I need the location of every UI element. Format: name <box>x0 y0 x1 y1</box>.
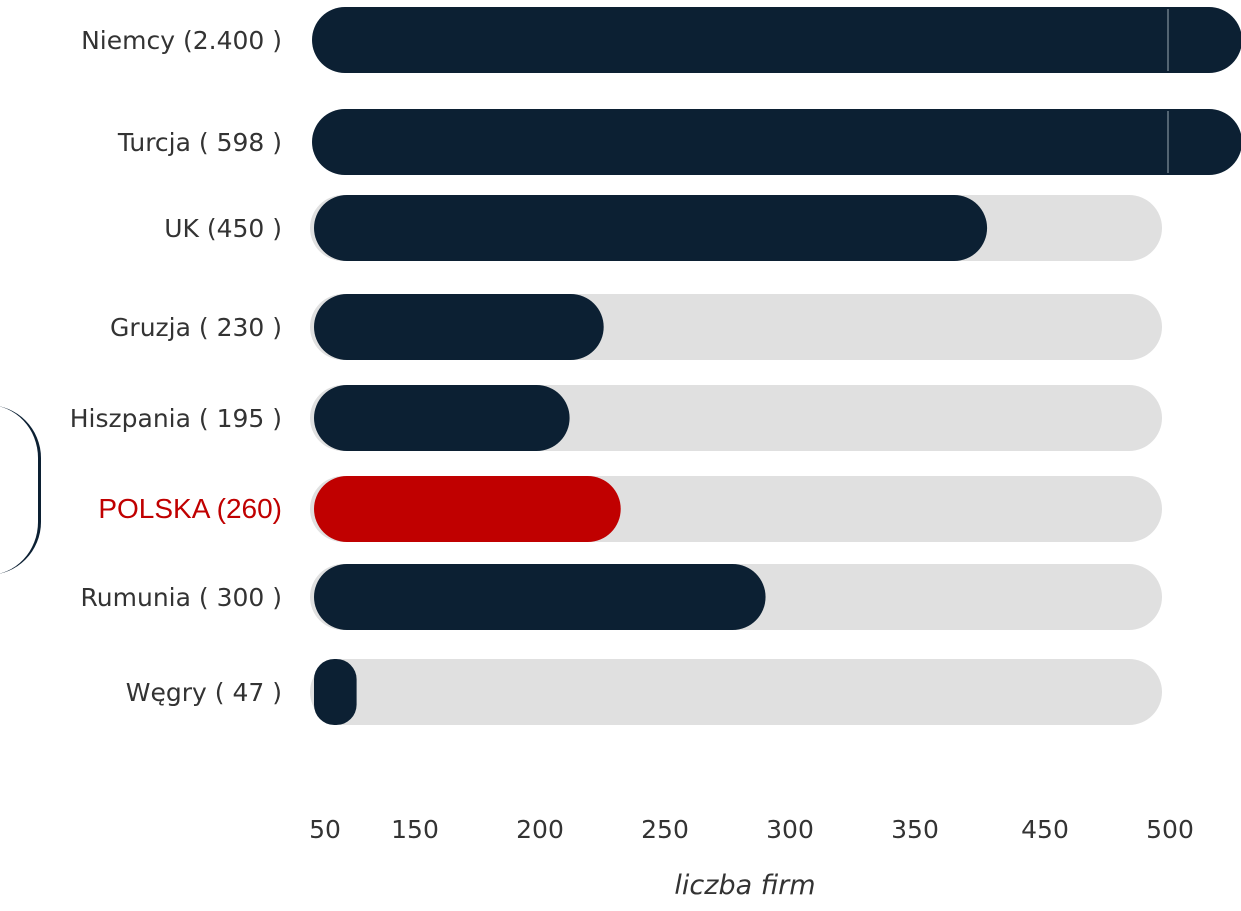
bar <box>314 195 988 261</box>
x-tick-label: 50 <box>309 815 341 844</box>
category-labels-group: Niemcy (2.400 ) Turcja ( 598 ) UK (450 ) Gr… <box>70 26 282 707</box>
bar <box>314 385 570 451</box>
category-label: Gruzja ( 230 ) <box>110 313 282 342</box>
bar <box>314 564 766 630</box>
bar <box>314 659 357 725</box>
x-tick-label: 500 <box>1146 815 1194 844</box>
decorative-arc <box>0 405 41 575</box>
x-axis-title: liczba firm <box>674 870 815 901</box>
bar <box>314 476 621 542</box>
bar <box>312 109 1241 175</box>
category-label: Węgry ( 47 ) <box>126 678 282 707</box>
category-label: Niemcy (2.400 ) <box>81 26 282 55</box>
x-tick-label: 250 <box>641 815 689 844</box>
x-tick-label: 450 <box>1021 815 1069 844</box>
bar <box>312 7 1241 73</box>
category-label: Hiszpania ( 195 ) <box>70 404 282 433</box>
x-tick-label: 300 <box>766 815 814 844</box>
x-axis-ticks-group: 50 150 200 250 300 350 450 500 <box>309 815 1194 844</box>
category-label: Rumunia ( 300 ) <box>81 583 282 612</box>
bar <box>314 294 604 360</box>
bar-track <box>310 659 1162 725</box>
category-label: POLSKA (260) <box>98 493 282 524</box>
x-tick-label: 350 <box>891 815 939 844</box>
x-tick-label: 200 <box>516 815 564 844</box>
category-label: UK (450 ) <box>164 214 282 243</box>
x-tick-label: 150 <box>391 815 439 844</box>
bars-group <box>310 7 1241 725</box>
category-label: Turcja ( 598 ) <box>117 128 282 157</box>
